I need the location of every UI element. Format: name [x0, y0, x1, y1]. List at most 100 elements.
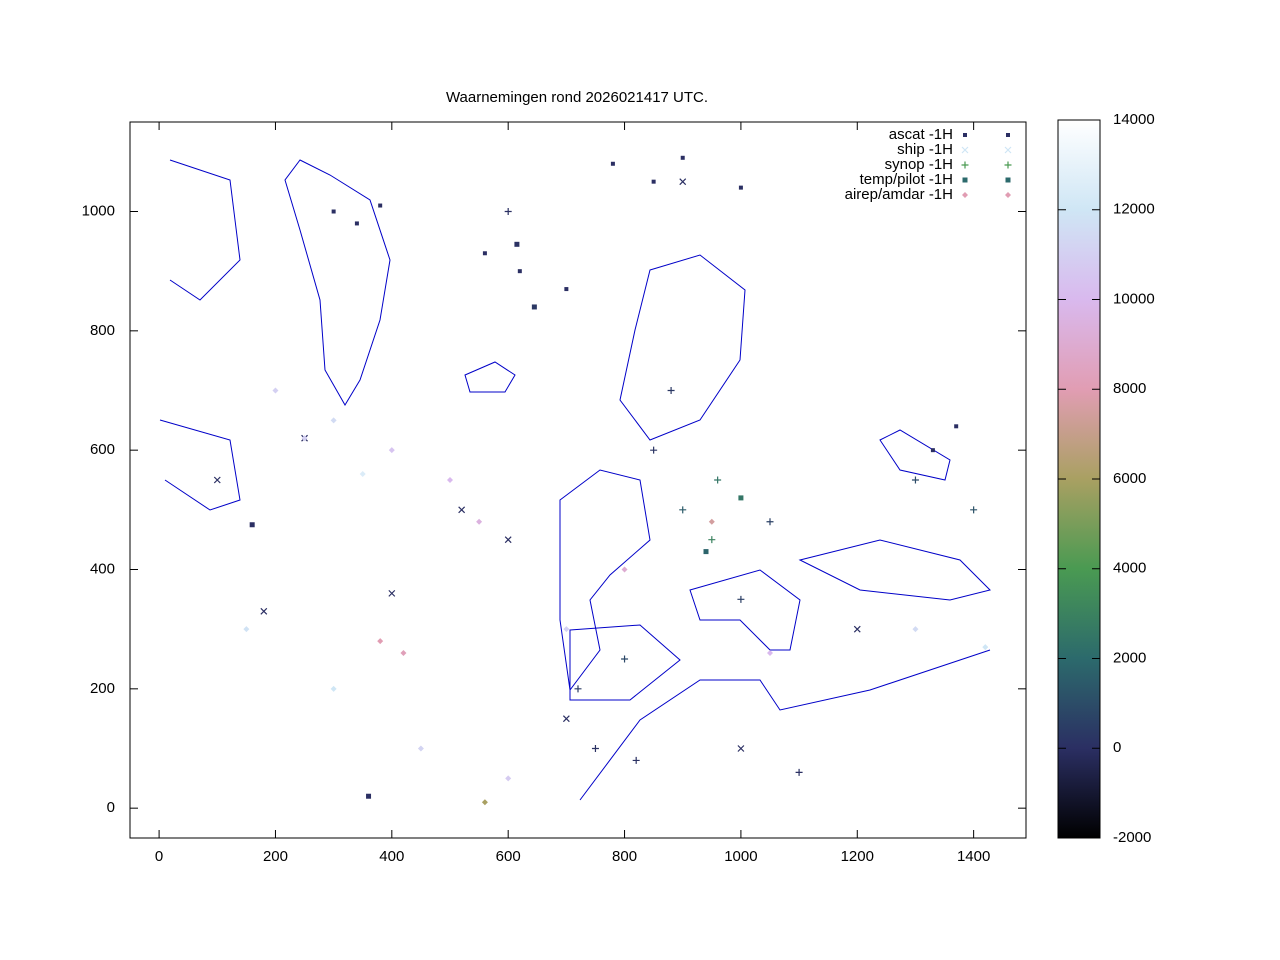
coastline	[159, 419, 241, 511]
airep-point	[767, 650, 773, 657]
colorbar-label: 14000	[1113, 111, 1155, 128]
colorbar-label: 12000	[1113, 201, 1155, 218]
synop-point	[667, 387, 675, 394]
ascat-point	[680, 155, 685, 160]
legend-label: synop -1H	[885, 156, 953, 173]
airep-point	[330, 685, 337, 692]
ship-point	[458, 506, 466, 514]
airep-point	[621, 566, 628, 573]
legend-marker	[962, 177, 968, 183]
ascat-point	[354, 221, 359, 226]
temp-point	[531, 304, 537, 310]
coastline	[619, 254, 746, 441]
synop-point	[591, 745, 599, 752]
synop-point	[679, 506, 687, 514]
temp-point	[703, 549, 709, 555]
colorbar-label: 4000	[1113, 560, 1146, 577]
coastline	[689, 569, 801, 651]
legend-label: airep/amdar -1H	[845, 186, 953, 203]
ship-point	[679, 178, 687, 186]
ship-point	[213, 476, 221, 484]
ship-point	[562, 715, 570, 723]
synop-point	[574, 685, 582, 693]
airep-point	[708, 518, 715, 525]
x-tick-label: 400	[379, 848, 404, 865]
synop-point	[621, 655, 629, 663]
legend-label: ship -1H	[897, 141, 953, 158]
airep-point	[377, 638, 384, 645]
x-tick-label: 600	[496, 848, 521, 865]
y-tick-label: 400	[90, 560, 115, 577]
y-tick-label: 200	[90, 680, 115, 697]
ascat-point	[738, 185, 743, 190]
airep-point	[447, 477, 453, 483]
chart-title: Waarnemingen rond 2026021417 UTC.	[446, 89, 708, 106]
airep-point	[359, 471, 366, 478]
legend-marker	[961, 161, 969, 169]
coastline	[464, 361, 516, 393]
coastline	[798, 539, 991, 601]
ascat-point	[954, 424, 959, 429]
temp-point	[514, 241, 520, 247]
coastline	[879, 429, 951, 481]
ascat-point	[930, 448, 935, 453]
ascat-point	[331, 209, 336, 214]
legend-label: temp/pilot -1H	[860, 171, 953, 188]
ascat-point	[651, 179, 656, 184]
ascat-point	[1006, 133, 1010, 137]
temp-point	[1005, 177, 1011, 183]
colorbar-label: 10000	[1113, 290, 1155, 307]
ship-point	[388, 589, 396, 597]
airep-point	[912, 626, 919, 633]
colorbar-label: 6000	[1113, 470, 1146, 487]
airep-point	[330, 417, 337, 424]
synop-point	[708, 536, 716, 544]
x-tick-label: 200	[263, 848, 288, 865]
ship-point	[260, 607, 268, 615]
ship-point	[853, 625, 861, 633]
y-tick-label: 0	[107, 799, 115, 816]
coastline	[579, 649, 991, 801]
x-tick-label: 0	[155, 848, 163, 865]
coastline	[559, 469, 651, 692]
airep-point	[417, 745, 424, 752]
legend-marker	[963, 133, 967, 137]
airep-point	[505, 775, 512, 782]
ascat-point	[564, 287, 569, 292]
y-tick-label: 1000	[82, 202, 115, 219]
synop-point	[504, 208, 512, 215]
legend-marker	[961, 146, 969, 154]
airep-point	[563, 626, 570, 633]
y-tick-label: 600	[90, 441, 115, 458]
synop-point	[911, 476, 919, 484]
temp-point	[366, 793, 372, 799]
airep-point	[400, 650, 407, 657]
ascat-point	[482, 251, 487, 256]
colorbar-label: -2000	[1113, 829, 1151, 846]
synop-point	[766, 518, 774, 526]
ship-point	[504, 536, 512, 544]
legend-label: ascat -1H	[889, 126, 953, 143]
synop-point	[650, 446, 658, 454]
coastline	[169, 159, 241, 301]
x-tick-label: 1200	[841, 848, 874, 865]
airep-point	[476, 518, 483, 525]
synop-point	[737, 595, 745, 603]
colorbar-label: 2000	[1113, 649, 1146, 666]
synop-point	[970, 506, 978, 514]
airep-point	[272, 387, 279, 394]
synop-point	[795, 768, 803, 776]
y-tick-label: 800	[90, 322, 115, 339]
coastline	[284, 159, 391, 406]
ascat-point	[610, 161, 615, 166]
colorbar-label: 0	[1113, 739, 1121, 756]
legend-marker	[962, 192, 968, 198]
synop-point	[1004, 161, 1012, 169]
x-tick-label: 1400	[957, 848, 990, 865]
airep-point	[481, 799, 488, 806]
airep-point	[1005, 192, 1011, 198]
synop-point	[714, 476, 722, 484]
coastlines	[159, 159, 991, 801]
colorbar-label: 8000	[1113, 380, 1146, 397]
